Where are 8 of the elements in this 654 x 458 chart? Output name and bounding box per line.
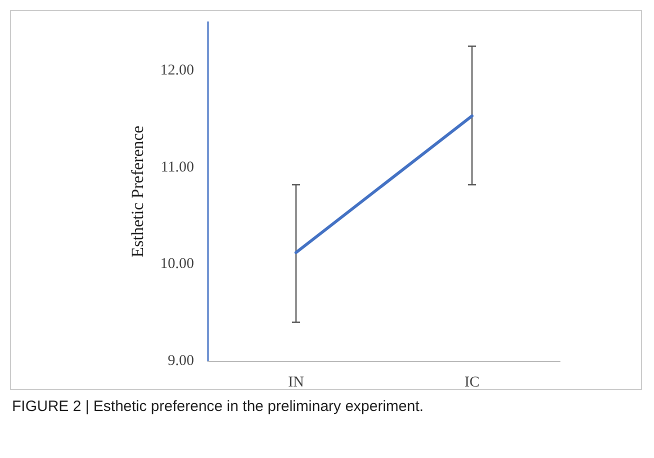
y-axis-title: Esthetic Preference	[128, 126, 147, 258]
y-tick-label: 10.00	[160, 256, 194, 272]
caption: FIGURE 2 | Esthetic preference in the preliminary experiment.	[12, 398, 425, 415]
x-tick-label: IC	[464, 374, 480, 390]
y-tick-label: 12.00	[160, 62, 194, 78]
y-tick-label: 9.00	[168, 353, 194, 369]
x-tick-label: IN	[288, 374, 304, 390]
y-tick-label: 11.00	[160, 159, 194, 176]
